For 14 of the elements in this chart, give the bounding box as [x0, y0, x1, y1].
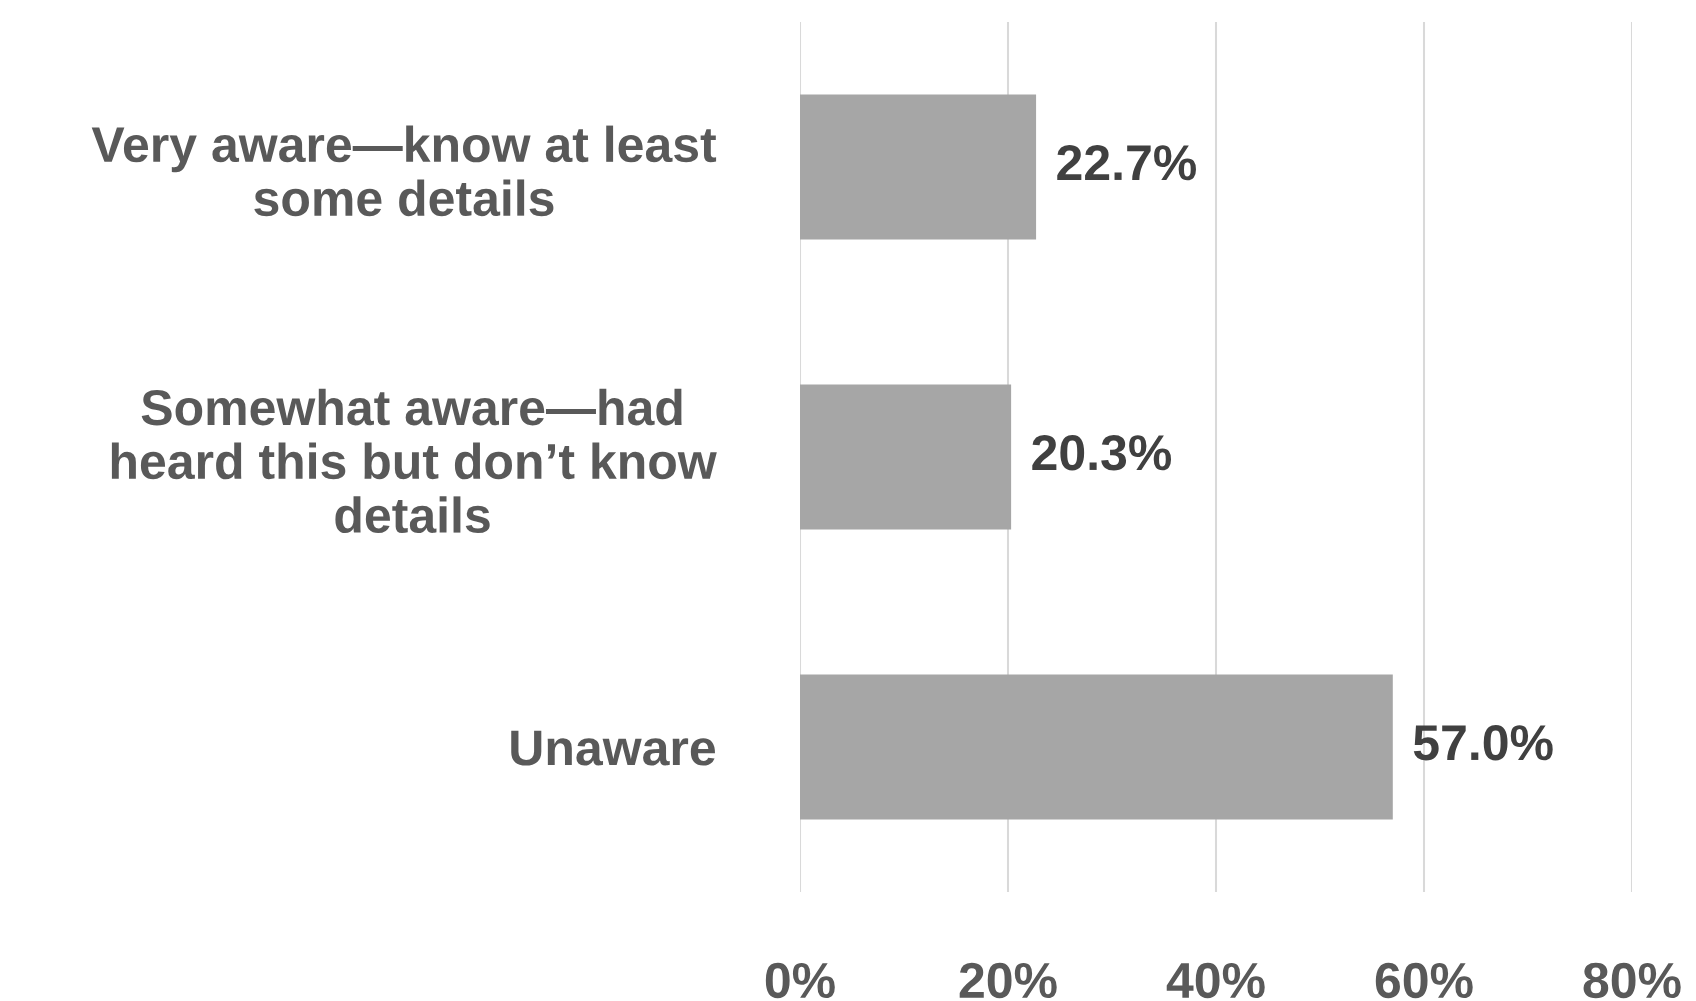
y-tick-label: Very aware—know at least some details: [91, 125, 717, 217]
bar: [800, 94, 1037, 240]
data-label: 20.3%: [1032, 435, 1172, 471]
x-tick-label: 60%: [1375, 962, 1473, 999]
y-tick-label: Somewhat aware—had heard this but don’t know details: [111, 388, 717, 534]
data-label: 57.0%: [1413, 725, 1553, 761]
bar: [800, 384, 1012, 530]
x-tick-label: 20%: [959, 962, 1057, 999]
bar: [800, 674, 1393, 820]
x-tick-label: 80%: [1583, 962, 1681, 999]
x-tick-label: 0%: [765, 962, 835, 999]
x-tick-label: 40%: [1166, 962, 1265, 999]
y-tick-label: Unaware: [511, 730, 715, 766]
data-label: 22.7%: [1057, 145, 1196, 181]
